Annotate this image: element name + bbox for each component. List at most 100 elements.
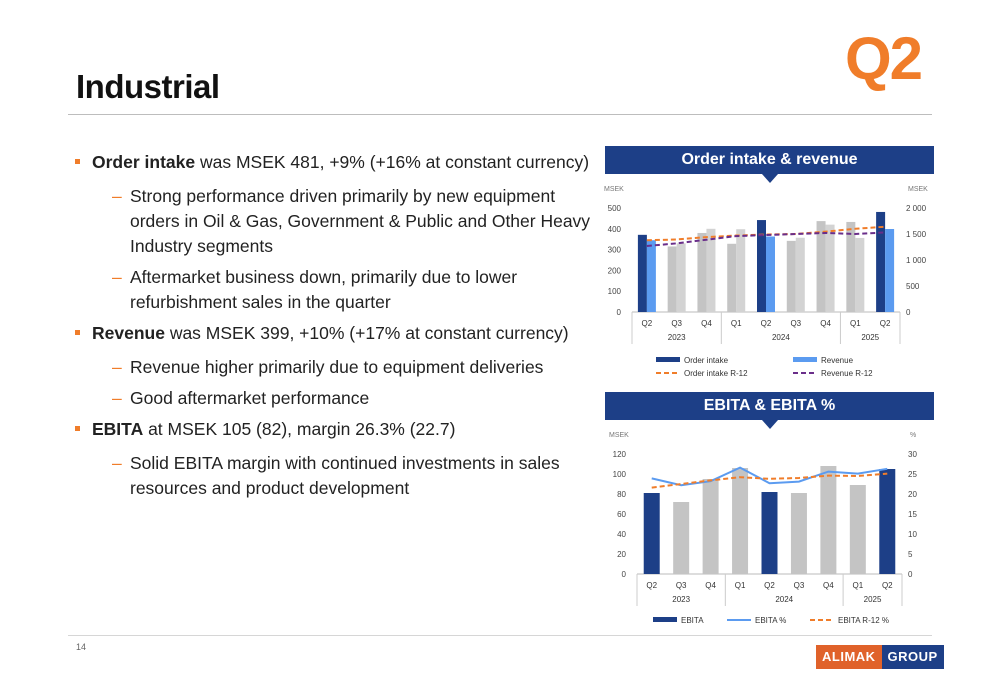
bar-ebita <box>820 466 837 574</box>
x-tick-label: Q3 <box>790 319 801 328</box>
y-tick-right: 10 <box>908 530 917 539</box>
bar-order-intake <box>846 221 856 312</box>
x-tick-label: Q3 <box>794 581 805 590</box>
y-tick-left: 300 <box>608 246 622 255</box>
bar-ebita <box>643 493 660 574</box>
bullet-keyword: Order intake <box>92 152 196 172</box>
bullet-text: Good aftermarket performance <box>130 388 370 408</box>
bar-ebita <box>761 492 778 574</box>
bullet-text: Solid EBITA margin with continued invest… <box>130 453 560 498</box>
x-tick-label: Q2 <box>761 319 772 328</box>
y-tick-left: 120 <box>613 450 627 459</box>
y-tick-left: 40 <box>617 530 626 539</box>
y-tick-left: 200 <box>608 266 622 275</box>
bar-order-intake <box>727 243 737 312</box>
sub-bullet: Revenue higher primarily due to equipmen… <box>72 355 592 380</box>
bullet-keyword: Revenue <box>92 323 165 343</box>
y-tick-left: 0 <box>622 570 627 579</box>
y-tick-left: 20 <box>617 550 626 559</box>
legend-label: Revenue <box>821 356 854 365</box>
legend-swatch <box>653 617 677 622</box>
y-tick-right: 1 000 <box>906 256 927 265</box>
bar-order-intake <box>697 232 707 312</box>
bar-ebita <box>732 468 749 574</box>
slide-title: Industrial <box>76 68 220 105</box>
y-axis-right-title: % <box>910 432 916 439</box>
legend-label: EBITA R-12 % <box>838 616 889 625</box>
bullet-text: Strong performance driven primarily by n… <box>130 186 591 256</box>
logo-part-2: GROUP <box>881 645 944 669</box>
bar-ebita <box>879 469 896 574</box>
bullet-list: Order intake was MSEK 481, +9% (+16% at … <box>72 150 592 507</box>
y-tick-right: 0 <box>906 308 911 317</box>
legend-swatch <box>656 357 680 362</box>
bar-revenue <box>646 240 656 312</box>
title-divider <box>68 114 932 115</box>
year-group-label: 2025 <box>864 595 882 604</box>
bullet-keyword: EBITA <box>92 419 144 439</box>
bar-ebita <box>849 485 866 574</box>
x-tick-label: Q3 <box>671 319 682 328</box>
bullet: Order intake was MSEK 481, +9% (+16% at … <box>72 150 592 175</box>
order-revenue-chart: MSEK MSEK 0 100 200 300 400 500 0 500 1 000 1 500 2 … <box>604 186 928 378</box>
y-tick-right: 0 <box>908 570 913 579</box>
y-tick-left: 400 <box>608 225 622 234</box>
y-axis-left-title: MSEK <box>609 432 629 439</box>
x-tick-label: Q4 <box>701 319 712 328</box>
bar-ebita <box>790 493 807 574</box>
year-group-label: 2024 <box>772 333 790 342</box>
footer-divider <box>68 635 932 636</box>
chart2-title-banner: EBITA & EBITA % <box>605 392 934 429</box>
bullet: EBITA at MSEK 105 (82), margin 26.3% (22… <box>72 417 592 442</box>
y-axis-left-title: MSEK <box>604 186 624 193</box>
x-tick-label: Q2 <box>880 319 891 328</box>
x-tick-label: Q2 <box>642 319 653 328</box>
y-tick-left: 60 <box>617 510 626 519</box>
y-tick-right: 2 000 <box>906 204 927 213</box>
x-tick-label: Q1 <box>852 581 863 590</box>
legend-label: Order intake R-12 <box>684 369 748 378</box>
legend-label: EBITA <box>681 616 704 625</box>
legend-swatch <box>793 357 817 362</box>
bar-revenue <box>706 228 716 312</box>
logo-part-1: ALIMAK <box>816 645 882 669</box>
x-tick-label: Q1 <box>850 319 861 328</box>
bar-revenue <box>736 229 746 312</box>
quarter-label: Q2 <box>845 25 923 92</box>
x-tick-label: Q2 <box>764 581 775 590</box>
year-group-label: 2024 <box>775 595 793 604</box>
year-group-label: 2025 <box>861 333 879 342</box>
bar-revenue <box>825 224 835 312</box>
page-number: 14 <box>76 642 87 652</box>
sub-bullet: Aftermarket business down, primarily due… <box>72 265 592 315</box>
bullet-text: Aftermarket business down, primarily due… <box>130 267 518 312</box>
y-tick-left: 0 <box>617 308 622 317</box>
bar-order-intake <box>816 221 826 312</box>
y-axis-right-title: MSEK <box>908 186 928 193</box>
legend-label: EBITA % <box>755 616 786 625</box>
bar-order-intake <box>637 234 647 312</box>
y-tick-left: 100 <box>608 287 622 296</box>
y-tick-right: 500 <box>906 282 920 291</box>
company-logo: ALIMAK GROUP <box>816 645 944 669</box>
bar-order-intake <box>667 246 677 312</box>
x-tick-label: Q3 <box>676 581 687 590</box>
sub-bullet: Good aftermarket performance <box>72 386 592 411</box>
x-tick-label: Q1 <box>735 581 746 590</box>
x-tick-label: Q4 <box>705 581 716 590</box>
x-tick-label: Q1 <box>731 319 742 328</box>
year-group-label: 2023 <box>672 595 690 604</box>
line-ebita- <box>651 466 888 487</box>
y-tick-right: 1 500 <box>906 230 927 239</box>
bar-revenue <box>885 229 895 312</box>
x-tick-label: Q2 <box>882 581 893 590</box>
y-tick-right: 15 <box>908 510 917 519</box>
bullet: Revenue was MSEK 399, +10% (+17% at cons… <box>72 321 592 346</box>
legend-label: Order intake <box>684 356 729 365</box>
y-tick-left: 100 <box>613 470 627 479</box>
y-tick-left: 500 <box>608 204 622 213</box>
y-tick-left: 80 <box>617 490 626 499</box>
sub-bullet: Solid EBITA margin with continued invest… <box>72 451 592 501</box>
bar-revenue <box>676 243 686 312</box>
